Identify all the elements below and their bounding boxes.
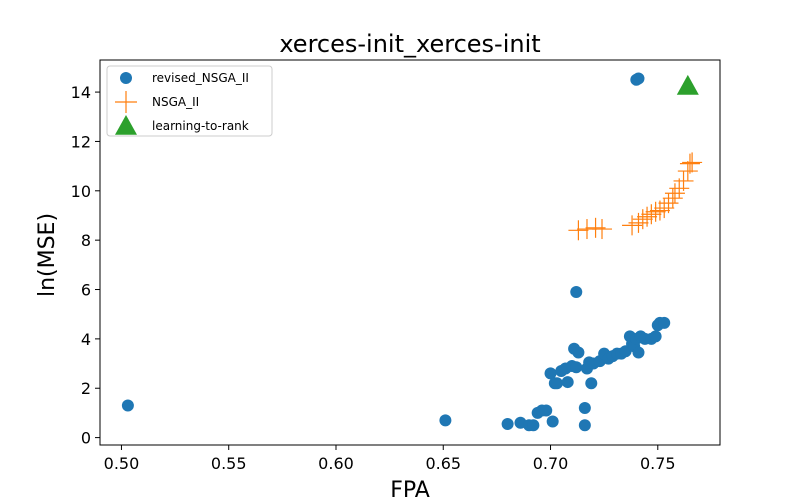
data-point [645, 201, 666, 222]
data-point [121, 399, 134, 412]
data-point [676, 74, 699, 95]
legend-marker [120, 72, 132, 84]
data-point [585, 377, 598, 390]
data-point [578, 401, 591, 414]
data-point [677, 161, 698, 182]
data-point [570, 361, 583, 374]
y-tick-label: 6 [81, 281, 91, 300]
y-tick-label: 12 [71, 132, 91, 151]
plot-frame [99, 59, 721, 446]
data-point [439, 414, 452, 427]
data-point [682, 152, 703, 173]
data-point [527, 419, 540, 432]
data-point [550, 377, 563, 390]
data-point [649, 330, 662, 343]
x-tick-label: 0.50 [104, 454, 140, 473]
y-tick-label: 0 [81, 429, 91, 448]
legend-item: learning-to-rank [115, 115, 249, 135]
data-point [664, 183, 685, 204]
data-point [572, 346, 585, 359]
data-point [544, 367, 557, 380]
legend-label: learning-to-rank [152, 119, 249, 133]
series-plus-points [568, 152, 703, 241]
y-tick-label: 2 [81, 379, 91, 398]
data-point [540, 404, 553, 417]
legend: revised_NSGA_II NSGA_II learning-to-rank [106, 65, 273, 137]
axis-ticks: 0.50 0.55 0.60 0.65 0.70 0.75 0 2 4 6 8 10 12 14 [71, 83, 676, 473]
x-tick-label: 0.70 [533, 454, 569, 473]
data-point [673, 170, 694, 191]
data-point [570, 285, 583, 298]
legend-item: revised_NSGA_II [120, 71, 249, 85]
data-point [637, 206, 658, 227]
data-point [679, 153, 700, 174]
x-axis-label: FPA [390, 478, 430, 500]
data-point [658, 316, 671, 329]
y-tick-label: 8 [81, 231, 91, 250]
y-tick-label: 10 [71, 182, 91, 201]
legend-marker [115, 115, 137, 135]
series-triangle-points [676, 74, 699, 95]
x-tick-label: 0.55 [211, 454, 247, 473]
x-tick-label: 0.75 [640, 454, 676, 473]
x-tick-label: 0.60 [318, 454, 354, 473]
legend-item: NSGA_II [115, 91, 199, 113]
data-point [654, 198, 675, 219]
data-point [641, 204, 662, 225]
data-point [561, 376, 574, 389]
data-point [501, 418, 514, 431]
y-axis-label: ln(MSE) [35, 213, 60, 297]
data-point [669, 178, 690, 199]
chart-title: xerces-init_xerces-init [279, 30, 540, 58]
data-point [649, 200, 670, 221]
data-point [632, 72, 645, 85]
legend-box [106, 65, 273, 137]
data-point [578, 419, 591, 432]
data-point [632, 209, 653, 230]
data-point [632, 346, 645, 359]
plot-area [121, 72, 703, 432]
legend-label: NSGA_II [152, 95, 199, 109]
legend-label: revised_NSGA_II [152, 71, 249, 85]
y-tick-label: 4 [81, 330, 91, 349]
x-tick-label: 0.65 [425, 454, 461, 473]
data-point [592, 219, 613, 240]
series-circle-points [121, 72, 671, 432]
data-point [546, 415, 559, 428]
legend-marker [115, 91, 137, 113]
data-point [568, 220, 589, 241]
y-tick-label: 14 [71, 83, 91, 102]
